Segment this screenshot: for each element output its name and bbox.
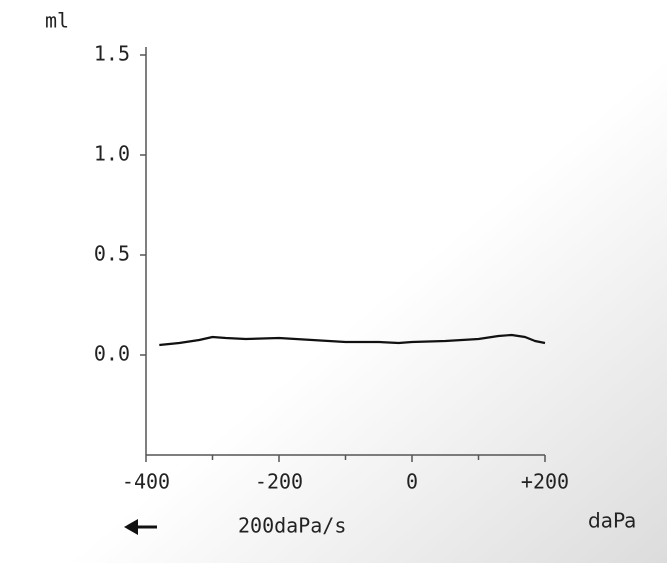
y-tick-label: 0.5 — [94, 242, 130, 266]
annotation: 200daPa/s — [238, 514, 346, 538]
x-tick-label: -200 — [255, 470, 303, 494]
y-tick-label: 1.0 — [94, 142, 130, 166]
x-tick-label: +200 — [521, 470, 569, 494]
y-tick-label: 1.5 — [94, 42, 130, 66]
y-axis-label: ml — [45, 9, 69, 33]
data-line — [159, 333, 546, 347]
arrow — [124, 519, 157, 535]
y-tick-label: 0.0 — [94, 342, 130, 366]
x-tick-label: 0 — [406, 470, 418, 494]
x-tick-label: -400 — [122, 470, 170, 494]
x-axis-label: daPa — [588, 509, 636, 533]
